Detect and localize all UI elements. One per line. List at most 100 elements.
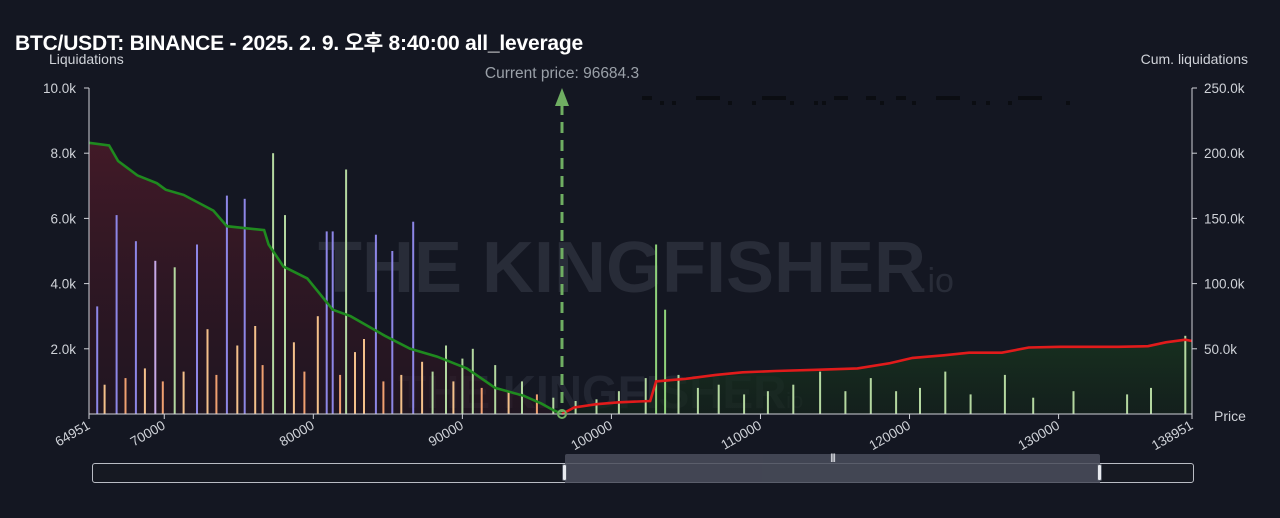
- watermark-suffix: .io: [918, 262, 954, 300]
- liquidation-bar: [507, 391, 510, 414]
- y-right-tick-label: 100.0k: [1204, 277, 1245, 292]
- y-left-tick-label: 6.0k: [50, 211, 76, 226]
- liquidation-bar: [521, 381, 523, 414]
- liquidation-bar: [535, 394, 538, 414]
- range-slider-selection[interactable]: |||: [565, 452, 1100, 483]
- y-right-tick-label: 50.0k: [1204, 342, 1237, 357]
- liquidation-bar: [1032, 397, 1035, 414]
- liquidation-bar: [143, 368, 146, 414]
- liquidation-bar: [552, 397, 555, 414]
- liquidation-bar: [215, 374, 218, 414]
- liquidation-bar: [363, 339, 365, 414]
- y-left-tick-label: 8.0k: [50, 146, 76, 161]
- liquidation-bar: [1126, 394, 1129, 414]
- x-tick-label: 64951: [52, 418, 92, 450]
- liquidation-bar: [400, 374, 403, 414]
- liquidation-bar: [345, 169, 348, 414]
- liquidation-bar: [421, 361, 424, 414]
- liquidation-bar: [115, 215, 118, 414]
- liquidation-bar: [354, 352, 356, 414]
- x-tick-label: 130000: [1016, 418, 1063, 454]
- liquidation-bar: [316, 316, 319, 414]
- liquidation-bar: [869, 378, 872, 414]
- watermark-text: THE KINGFISHER: [318, 228, 926, 308]
- liquidation-bar: [303, 371, 306, 414]
- liquidation-bar: [919, 387, 921, 414]
- liquidation-bar: [664, 309, 667, 414]
- liquidation-bar: [103, 384, 106, 414]
- x-axis-label: Price: [1214, 408, 1246, 424]
- liquidation-bar: [182, 371, 185, 414]
- liquidation-bar: [969, 394, 972, 414]
- liquidation-bar: [292, 342, 295, 414]
- current-price-marker: Current price: 96684.3: [485, 65, 639, 419]
- liquidation-bar: [431, 371, 434, 414]
- liquidation-bar: [391, 251, 394, 414]
- liquidation-bar: [124, 378, 127, 414]
- range-slider-right-handle[interactable]: [1097, 464, 1102, 481]
- liquidation-bar: [494, 365, 497, 414]
- liquidation-bar: [792, 384, 795, 414]
- liquidation-bar: [480, 387, 483, 414]
- liquidation-bar: [225, 195, 228, 414]
- liquidation-bar: [339, 374, 342, 414]
- chart-title: BTC/USDT: BINANCE - 2025. 2. 9. 오후 8:40:…: [15, 32, 584, 55]
- redacted-marks: [642, 96, 1070, 105]
- y-left-tick-label: 2.0k: [50, 342, 76, 357]
- liquidation-bar: [374, 234, 377, 414]
- liquidation-bar: [254, 326, 257, 414]
- liquidation-bar: [261, 365, 264, 414]
- liquidation-bar: [382, 381, 385, 414]
- liquidation-bar: [96, 306, 99, 414]
- liquidation-bar: [236, 345, 239, 414]
- liquidation-bar: [696, 387, 699, 414]
- liquidation-bar: [944, 371, 947, 414]
- liquidation-bar: [1003, 374, 1006, 414]
- liquidation-bar: [452, 381, 455, 414]
- liquidation-bar: [471, 348, 474, 414]
- y-right-tick-label: 250.0k: [1204, 81, 1245, 96]
- current-price-label: Current price: 96684.3: [485, 65, 639, 82]
- liquidation-bar: [134, 241, 137, 414]
- liquidation-bar: [1184, 335, 1187, 414]
- liquidation-bar: [461, 358, 464, 414]
- x-tick-label: 90000: [426, 418, 466, 450]
- liquidation-bar: [655, 244, 658, 414]
- liquidation-bar: [844, 391, 847, 414]
- liquidation-bar: [173, 267, 176, 414]
- liquidation-bar: [766, 391, 769, 414]
- liquidation-bar: [677, 374, 680, 414]
- liquidation-bar: [284, 215, 286, 414]
- x-tick-label: 138951: [1149, 418, 1196, 454]
- liquidation-bars: [96, 153, 1187, 414]
- x-tick-label: 70000: [128, 418, 168, 450]
- liquidation-bar: [206, 329, 209, 414]
- liquidation-bar: [331, 231, 334, 414]
- right-y-ticks: 250.0k 200.0k 150.0k 100.0k 50.0k: [1192, 81, 1245, 357]
- left-y-ticks: 10.0k 8.0k 6.0k 4.0k 2.0k: [43, 81, 89, 357]
- liquidation-bar: [154, 260, 157, 414]
- y-right-tick-label: 150.0k: [1204, 211, 1245, 226]
- y-right-label: Cum. liquidations: [1141, 51, 1248, 67]
- x-tick-label: 100000: [568, 418, 615, 454]
- liquidation-bar: [895, 391, 898, 414]
- x-ticks: 64951 70000 80000 90000 100000 110000 120000 13…: [52, 414, 1196, 454]
- liquidation-bar: [595, 399, 598, 414]
- liquidation-bar: [325, 231, 328, 414]
- liquidation-bar: [819, 371, 822, 414]
- liquidation-bar: [1150, 387, 1152, 414]
- x-tick-label: 120000: [867, 418, 914, 454]
- y-left-tick-label: 10.0k: [43, 81, 76, 96]
- x-tick-label: 80000: [277, 418, 317, 450]
- liquidation-bar: [272, 153, 275, 414]
- y-right-tick-label: 200.0k: [1204, 146, 1245, 161]
- range-slider-left-handle[interactable]: [562, 464, 567, 481]
- y-left-tick-label: 4.0k: [50, 277, 76, 292]
- slider-grip-icon[interactable]: |||: [830, 452, 835, 462]
- x-tick-label: 110000: [718, 418, 764, 453]
- liquidation-bar: [717, 384, 720, 414]
- liquidation-bar: [161, 381, 164, 414]
- liquidation-bar: [243, 198, 246, 414]
- cum-liquidations-short-line: [561, 338, 1193, 416]
